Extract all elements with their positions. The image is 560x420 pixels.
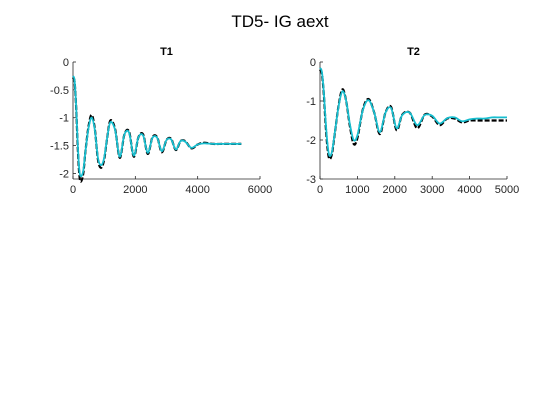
x-tick-label: 3000: [420, 184, 444, 196]
series-line-black: [71, 76, 242, 183]
y-tick-label: 0: [310, 57, 316, 69]
subplot-t1: T1 0 2000 4000 6000 0 -0.5 -1 -1.5 -2: [50, 46, 272, 196]
subplot-t2: T2 0 1000 2000 3000 4000 5000 0 -1 -2 -3: [306, 46, 519, 196]
y-tick-label: -0.5: [50, 85, 69, 97]
figure-title: TD5- IG aext: [231, 12, 329, 31]
y-tick-label: -1: [306, 96, 316, 108]
x-tick-label: 2000: [123, 184, 147, 196]
x-tick-label: 4000: [185, 184, 209, 196]
x-tick-label: 6000: [248, 184, 272, 196]
x-tick-label: 2000: [383, 184, 407, 196]
series-line-cyan: [72, 75, 242, 178]
subplot-title: T2: [407, 46, 420, 58]
subplot-title: T1: [160, 46, 173, 58]
y-tick-label: 0: [63, 57, 69, 69]
y-tick-label: -3: [306, 174, 316, 186]
y-tick-label: -1.5: [50, 141, 69, 153]
series-line-cyan: [319, 67, 507, 158]
x-tick-label: 4000: [457, 184, 481, 196]
y-tick-label: -1: [59, 113, 69, 125]
x-tick-label: 0: [70, 184, 76, 196]
y-tick-label: -2: [306, 135, 316, 147]
x-tick-label: 0: [317, 184, 323, 196]
y-tick-label: -2: [59, 168, 69, 180]
x-tick-label: 5000: [495, 184, 519, 196]
x-tick-label: 1000: [345, 184, 369, 196]
